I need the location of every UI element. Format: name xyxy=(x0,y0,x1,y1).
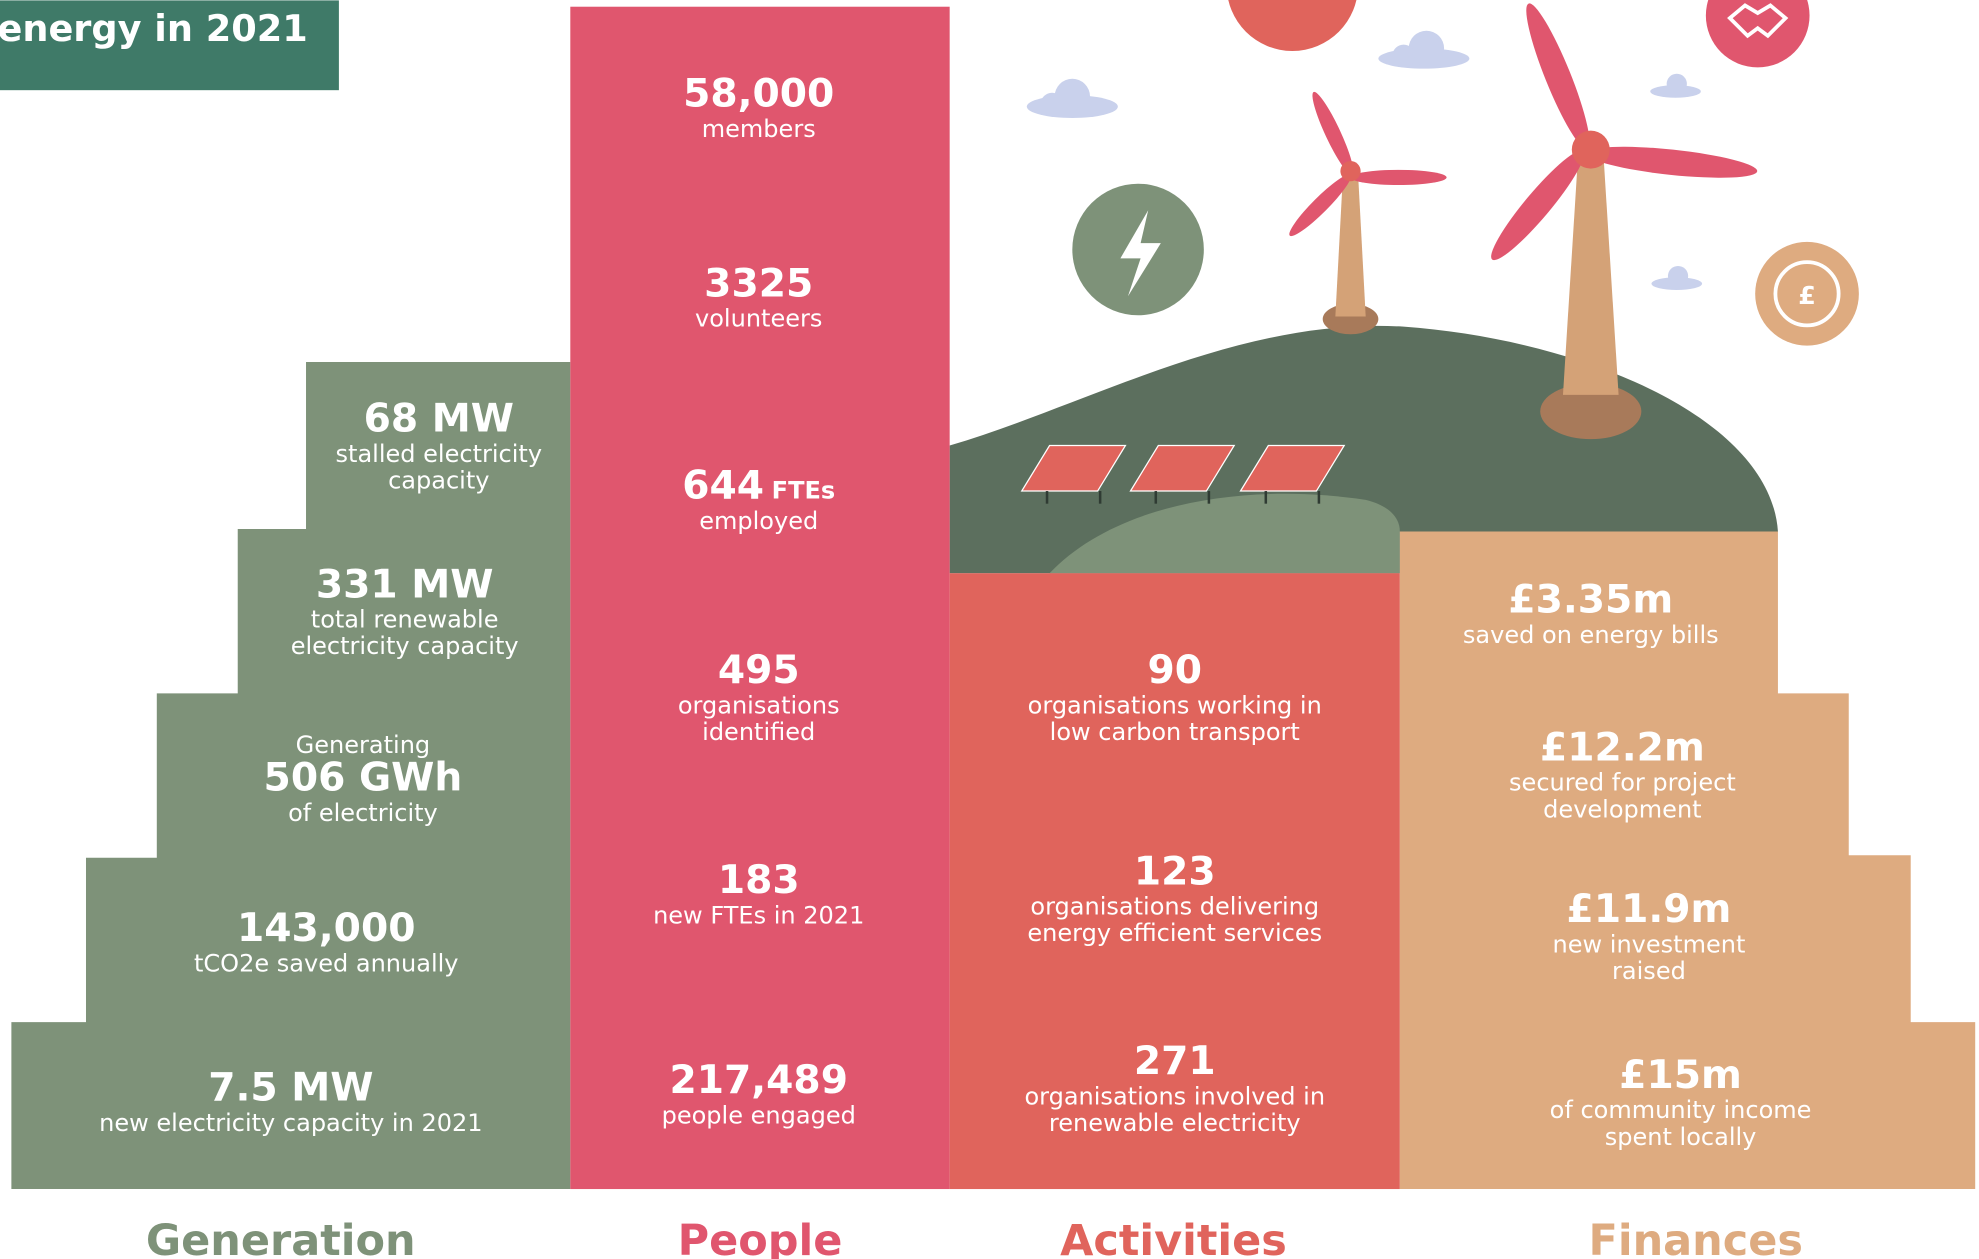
stat-label: energy efficient services xyxy=(1027,919,1322,947)
stat-unit: FTEs xyxy=(772,477,835,505)
coin-ring xyxy=(1773,260,1841,328)
stat-value: 183 xyxy=(718,858,800,903)
coin-symbol: £ xyxy=(1798,281,1816,310)
stat-number: £3.35m xyxy=(1508,577,1673,622)
stat-value: 495 xyxy=(718,648,800,693)
stat-number: 123 xyxy=(1134,849,1216,894)
stat-label: raised xyxy=(1612,957,1686,985)
clouds xyxy=(1026,30,1703,290)
stat-label: total renewable xyxy=(311,606,499,634)
handshake-glyph xyxy=(1727,3,1789,39)
stat-value: £11.9m xyxy=(1567,887,1732,932)
stat-label: new FTEs in 2021 xyxy=(653,902,864,930)
stat-label: members xyxy=(702,115,816,143)
finances-block xyxy=(1399,531,1976,1190)
stat-label: organisations delivering xyxy=(1030,893,1319,921)
stat-label: new electricity capacity in 2021 xyxy=(99,1109,482,1137)
stat-value: 123 xyxy=(1134,849,1216,894)
title-box xyxy=(0,0,339,91)
stat-label: of electricity xyxy=(288,799,438,827)
stat-number: 183 xyxy=(718,858,800,903)
stat-number: 644 xyxy=(682,464,764,509)
stat-label: saved on energy bills xyxy=(1463,621,1719,649)
stat-value: 644 FTEs xyxy=(682,464,835,509)
generation-block xyxy=(11,362,571,1190)
stat-value: 331 MW xyxy=(316,562,494,607)
stat-label: employed xyxy=(699,507,818,535)
stat-number: 90 xyxy=(1147,648,1202,693)
solar-panels xyxy=(1020,444,1346,504)
stat-label: identified xyxy=(702,718,815,746)
stat-label: renewable electricity xyxy=(1049,1109,1301,1137)
stat-value: 3325 xyxy=(704,261,813,306)
stat-number: 58,000 xyxy=(683,72,834,117)
stat-label: capacity xyxy=(388,467,489,495)
icon-circle xyxy=(1228,0,1357,51)
stat-value: £12.2m xyxy=(1540,725,1705,770)
lightning-glyph xyxy=(1120,210,1161,297)
stat-label: new investment xyxy=(1553,931,1746,959)
stat-label: tCO2e saved annually xyxy=(194,950,459,978)
stat-label: organisations working in xyxy=(1028,692,1322,720)
stat-number: 217,489 xyxy=(669,1058,848,1103)
stat-value: 217,489 xyxy=(669,1058,848,1103)
stat-value: 7.5 MW xyxy=(208,1066,373,1111)
stat-number: £12.2m xyxy=(1540,725,1705,770)
activities-block xyxy=(949,573,1400,1190)
stat-number: 3325 xyxy=(704,261,813,306)
stat-number: 271 xyxy=(1134,1039,1216,1084)
people-block xyxy=(570,6,950,1190)
stat-value: £15m xyxy=(1619,1053,1742,1098)
front-hill xyxy=(1049,493,1400,574)
stat-number: 143,000 xyxy=(237,906,415,951)
stat-value: 143,000 xyxy=(237,906,415,951)
stat-value: 506 GWh xyxy=(264,756,463,801)
stat-label: development xyxy=(1543,795,1701,823)
stat-number: 331 MW xyxy=(316,562,494,607)
stat-label: organisations xyxy=(678,692,840,720)
column-heading: People xyxy=(678,1216,843,1259)
turbine-large xyxy=(1491,3,1758,440)
stat-number: £15m xyxy=(1619,1053,1742,1098)
stat-value: 58,000 xyxy=(683,72,834,117)
stat-label: people engaged xyxy=(662,1101,856,1129)
stat-label: low carbon transport xyxy=(1050,718,1300,746)
column-heading: Generation xyxy=(146,1216,416,1259)
stat-number: 506 GWh xyxy=(264,756,463,801)
stat-value: 68 MW xyxy=(364,397,514,442)
stat-prefix: Generating xyxy=(296,731,431,759)
stat-number: 68 MW xyxy=(364,397,514,442)
stat-label: electricity capacity xyxy=(291,632,519,660)
stat-value: 271 xyxy=(1134,1039,1216,1084)
stat-value: £3.35m xyxy=(1508,577,1673,622)
stat-label: stalled electricity xyxy=(336,440,543,468)
column-heading: Finances xyxy=(1588,1216,1803,1259)
stat-value: 90 xyxy=(1147,648,1202,693)
stat-label: secured for project xyxy=(1509,769,1736,797)
coin-icon xyxy=(1755,241,1859,346)
stat-label: volunteers xyxy=(695,305,822,333)
stat-label: spent locally xyxy=(1605,1123,1757,1151)
stat-number: £11.9m xyxy=(1567,887,1732,932)
stat-number: 495 xyxy=(718,648,800,693)
turbine-small xyxy=(1289,91,1447,335)
column-heading: Activities xyxy=(1060,1216,1287,1259)
stat-label: of community income xyxy=(1550,1096,1812,1124)
stat-label: organisations involved in xyxy=(1024,1082,1325,1110)
title: energy in 2021 xyxy=(0,7,308,50)
handshake-icon xyxy=(1705,0,1810,68)
stat-number: 7.5 MW xyxy=(208,1066,373,1111)
